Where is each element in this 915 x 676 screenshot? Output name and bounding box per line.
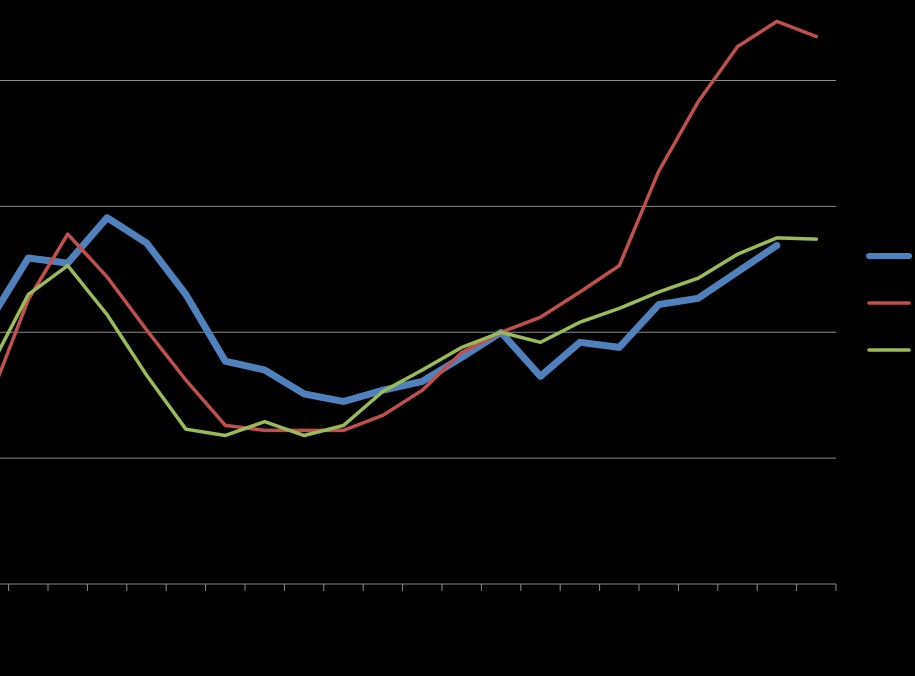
series-line (0, 19, 819, 433)
series-line (0, 214, 781, 405)
grid (0, 80, 837, 591)
legend (866, 253, 912, 352)
series-line (0, 236, 819, 438)
plot-area (0, 19, 819, 438)
